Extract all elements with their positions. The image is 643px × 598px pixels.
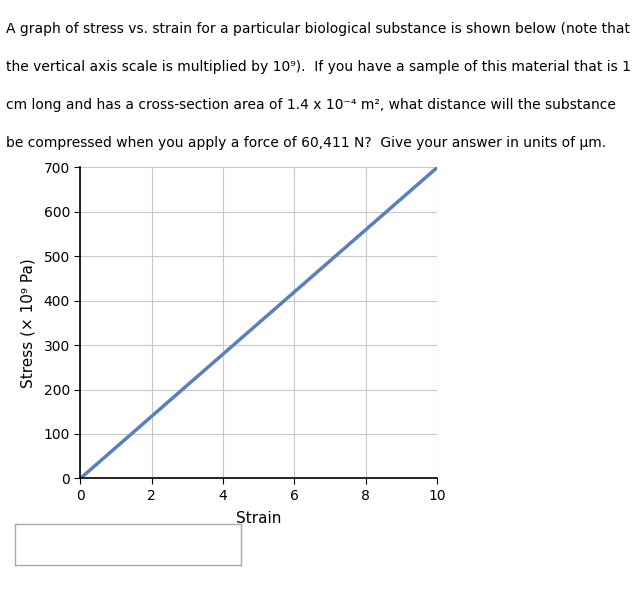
Text: cm long and has a cross-section area of 1.4 x 10⁻⁴ m², what distance will the su: cm long and has a cross-section area of … [6, 98, 616, 112]
Text: be compressed when you apply a force of 60,411 N?  Give your answer in units of : be compressed when you apply a force of … [6, 136, 606, 150]
Text: the vertical axis scale is multiplied by 10⁹).  If you have a sample of this mat: the vertical axis scale is multiplied by… [6, 60, 631, 74]
X-axis label: Strain: Strain [236, 511, 282, 526]
Y-axis label: Stress (× 10⁹ Pa): Stress (× 10⁹ Pa) [20, 258, 35, 388]
Text: A graph of stress vs. strain for a particular biological substance is shown belo: A graph of stress vs. strain for a parti… [6, 22, 630, 35]
